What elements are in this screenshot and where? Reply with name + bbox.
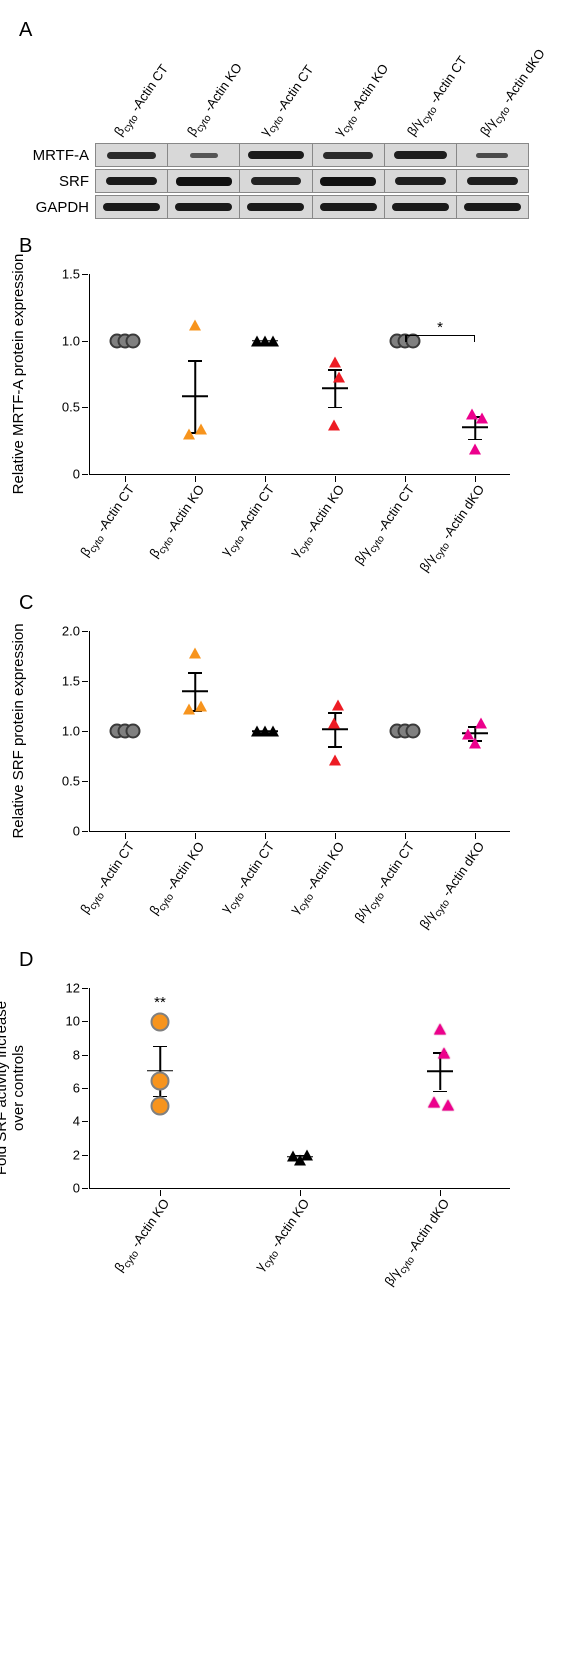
band <box>394 151 447 159</box>
band <box>467 177 518 185</box>
data-point <box>294 1155 306 1166</box>
x-tick-label: βcyto -Actin CT <box>77 839 140 918</box>
y-tick-label: 2 <box>73 1147 90 1162</box>
band <box>320 203 377 211</box>
x-tick-label: β/γcyto -Actin dKO <box>381 1196 455 1291</box>
data-point <box>438 1048 450 1059</box>
data-point <box>126 724 141 739</box>
y-tick-label: 1.5 <box>62 674 90 689</box>
x-tick-label: β/γcyto -Actin dKO <box>416 839 490 934</box>
y-axis-label: Fold SRF activity increaseover controls <box>0 1001 27 1175</box>
band <box>175 203 232 211</box>
blot-lane-label: β/γcyto -Actin dKO <box>477 46 551 141</box>
significance-star: ** <box>154 994 166 1011</box>
band <box>103 203 160 211</box>
data-point <box>189 648 201 659</box>
y-tick-label: 1.0 <box>62 724 90 739</box>
y-tick-label: 2.0 <box>62 624 90 639</box>
x-tick-label: γcyto -Actin KO <box>252 1196 315 1276</box>
data-point <box>151 1097 170 1116</box>
x-tick-label: γcyto -Actin KO <box>287 839 350 919</box>
data-point <box>151 1071 170 1090</box>
data-point <box>434 1023 446 1034</box>
data-point <box>469 443 481 454</box>
data-point <box>183 704 195 715</box>
x-tick-label: βcyto -Actin CT <box>77 482 140 561</box>
x-tick-label: β/γcyto -Actin dKO <box>416 482 490 577</box>
data-point <box>469 738 481 749</box>
blot-row-label: GAPDH <box>27 199 95 216</box>
band <box>476 153 508 158</box>
significance-star: * <box>437 319 443 336</box>
x-tick-label: γcyto -Actin CT <box>218 839 281 917</box>
x-tick-label: γcyto -Actin KO <box>287 482 350 562</box>
y-axis-label: Relative MRTF-A protein expression <box>10 254 27 495</box>
plot-area: 024681012βcyto -Actin KOγcyto -Actin KOβ… <box>89 988 510 1189</box>
data-point <box>328 419 340 430</box>
data-point <box>151 1013 170 1032</box>
y-tick-label: 4 <box>73 1114 90 1129</box>
x-tick-label: β/γcyto -Actin CT <box>351 482 420 569</box>
band <box>323 152 373 159</box>
band <box>251 177 301 185</box>
data-point <box>442 1099 454 1110</box>
band <box>106 177 157 185</box>
band <box>392 203 449 211</box>
chart-srf: Relative SRF protein expression00.51.01.… <box>19 621 519 949</box>
y-tick-label: 0 <box>73 824 90 839</box>
x-tick-label: βcyto -Actin KO <box>146 482 210 562</box>
data-point <box>428 1097 440 1108</box>
data-point <box>476 413 488 424</box>
data-point <box>475 718 487 729</box>
x-tick-label: βcyto -Actin KO <box>146 839 210 919</box>
y-tick-label: 0.5 <box>62 400 90 415</box>
plot-area: 00.51.01.5βcyto -Actin CTβcyto -Actin KO… <box>89 274 510 475</box>
data-point <box>329 357 341 368</box>
y-tick-label: 8 <box>73 1047 90 1062</box>
band <box>247 203 304 211</box>
data-point <box>126 333 141 348</box>
band <box>320 177 376 186</box>
band <box>176 177 232 186</box>
y-tick-label: 0 <box>73 467 90 482</box>
panel-b-label: B <box>19 235 558 258</box>
band <box>464 203 521 211</box>
data-point <box>267 335 279 346</box>
data-point <box>189 319 201 330</box>
y-tick-label: 12 <box>66 981 90 996</box>
data-point <box>328 718 340 729</box>
y-tick-label: 10 <box>66 1014 90 1029</box>
data-point <box>406 724 421 739</box>
chart-srf-activity: Fold SRF activity increaseover controls0… <box>19 978 519 1306</box>
data-point <box>329 755 341 766</box>
blot-lane-labels: βcyto -Actin CTβcyto -Actin KOγcyto -Act… <box>89 46 529 141</box>
chart-mrtfa: Relative MRTF-A protein expression00.51.… <box>19 264 519 592</box>
y-tick-label: 1.0 <box>62 333 90 348</box>
data-point <box>333 371 345 382</box>
band <box>248 151 304 159</box>
y-tick-label: 1.5 <box>62 267 90 282</box>
data-point <box>195 423 207 434</box>
y-axis-label: Relative SRF protein expression <box>10 623 27 838</box>
blot-row-label: MRTF-A <box>27 147 95 164</box>
x-tick-label: β/γcyto -Actin CT <box>351 839 420 926</box>
x-tick-label: βcyto -Actin KO <box>111 1196 175 1276</box>
panel-d-label: D <box>19 949 558 972</box>
data-point <box>183 429 195 440</box>
y-tick-label: 6 <box>73 1081 90 1096</box>
blot-row-label: SRF <box>27 173 95 190</box>
data-point <box>195 701 207 712</box>
panel-c-label: C <box>19 592 558 615</box>
western-blot: βcyto -Actin CTβcyto -Actin KOγcyto -Act… <box>89 46 529 219</box>
plot-area: 00.51.01.52.0βcyto -Actin CTβcyto -Actin… <box>89 631 510 832</box>
band <box>107 152 157 159</box>
data-point <box>332 700 344 711</box>
band <box>395 177 446 185</box>
y-tick-label: 0.5 <box>62 774 90 789</box>
y-tick-label: 0 <box>73 1181 90 1196</box>
x-tick-label: γcyto -Actin CT <box>218 482 281 560</box>
data-point <box>267 726 279 737</box>
panel-a-label: A <box>19 19 558 42</box>
band <box>190 153 218 158</box>
